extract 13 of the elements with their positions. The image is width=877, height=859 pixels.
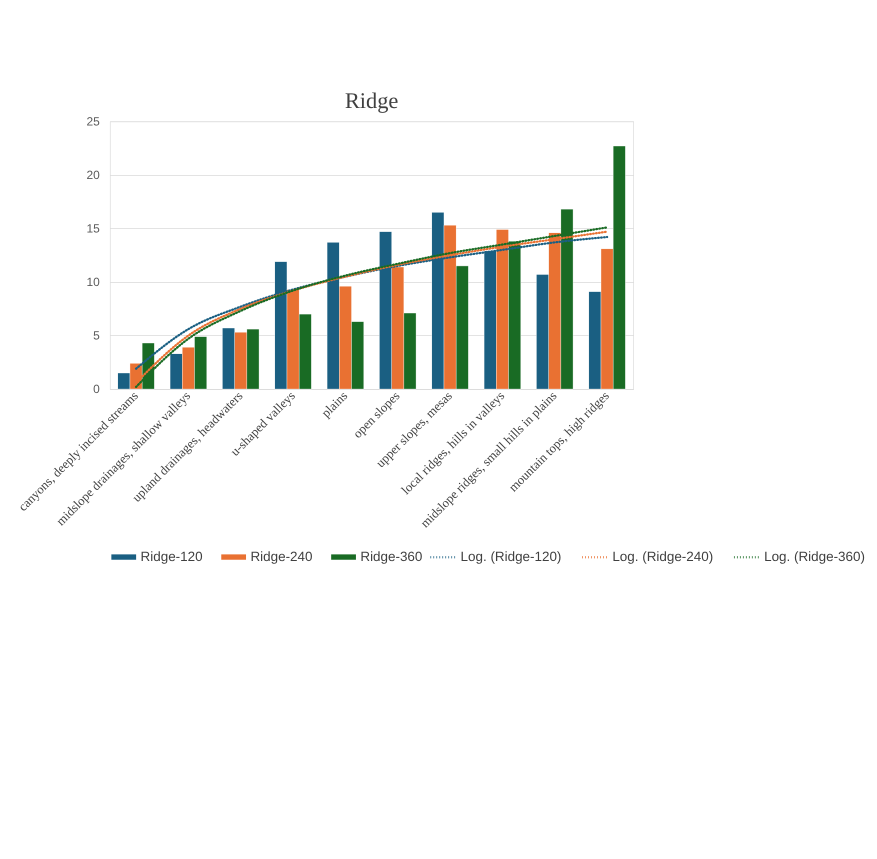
legend-label: Ridge-120 bbox=[140, 548, 203, 564]
legend-label: Log. (Ridge-360) bbox=[764, 549, 865, 564]
y-tick-label: 0 bbox=[93, 382, 100, 396]
legend-label: Log. (Ridge-120) bbox=[460, 549, 562, 564]
chart-title: Ridge bbox=[344, 88, 398, 113]
legend-label: Log. (Ridge-240) bbox=[612, 549, 714, 564]
y-tick-label: 20 bbox=[86, 168, 100, 182]
y-tick-label: 25 bbox=[86, 114, 100, 129]
y-tick-label: 10 bbox=[86, 275, 100, 290]
y-tick-label: 15 bbox=[86, 222, 100, 236]
legend-label: Ridge-360 bbox=[360, 548, 422, 564]
legend-label: Ridge-240 bbox=[250, 548, 312, 564]
y-tick-label: 5 bbox=[93, 328, 100, 343]
